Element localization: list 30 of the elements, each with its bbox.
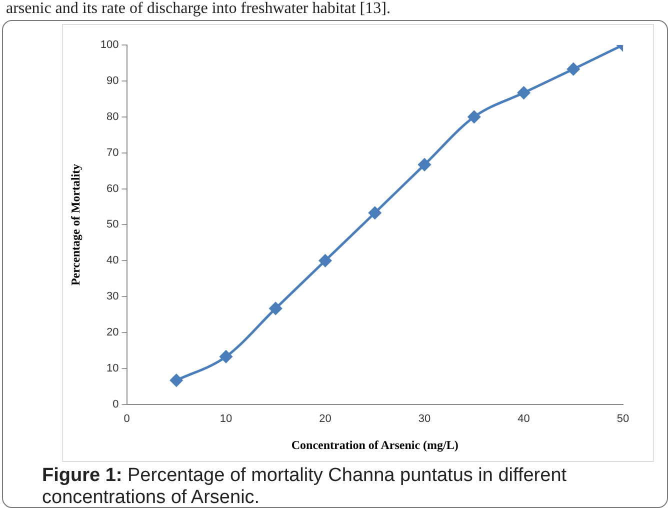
- point: [518, 86, 530, 100]
- point: [269, 302, 282, 315]
- y-tick-label: 40: [106, 254, 119, 267]
- text: arsenic and its rate of discharge into freshwater habitat [13].: [6, 0, 390, 18]
- y-axis-title: Percentage of Mortality: [68, 164, 82, 286]
- point: [567, 62, 580, 76]
- point: [368, 206, 382, 220]
- x-tick-label: 30: [418, 413, 431, 426]
- y-tick-label: 0: [112, 398, 119, 410]
- y-tick-label: 90: [106, 74, 119, 87]
- x-tick-label: 10: [220, 413, 232, 426]
- x-tick-label: 20: [319, 413, 332, 426]
- y-tick-label: 30: [106, 290, 119, 303]
- point: [170, 374, 183, 387]
- y-tick-label: 50: [106, 218, 119, 231]
- caption: Figure 1: Percentage of mortality Channa puntatus in different concentrations of Arsenic.: [42, 465, 568, 509]
- y-tick-label: 80: [106, 110, 119, 123]
- y-tick-label: 10: [106, 362, 119, 374]
- point: [220, 350, 232, 363]
- x-tick-label: 40: [518, 413, 530, 426]
- y-tick-label: 100: [100, 39, 119, 52]
- point: [418, 158, 431, 171]
- y-tick-label: 70: [106, 146, 119, 159]
- point: [319, 254, 332, 267]
- y-tick-label: 60: [106, 182, 119, 195]
- y-tick-label: 20: [106, 326, 119, 339]
- x-axis-title: Concentration of Arsenic (mg/L): [291, 438, 458, 452]
- point: [468, 110, 480, 124]
- x-tick-label: 50: [616, 413, 630, 426]
- x-tick-label: 0: [124, 413, 130, 426]
